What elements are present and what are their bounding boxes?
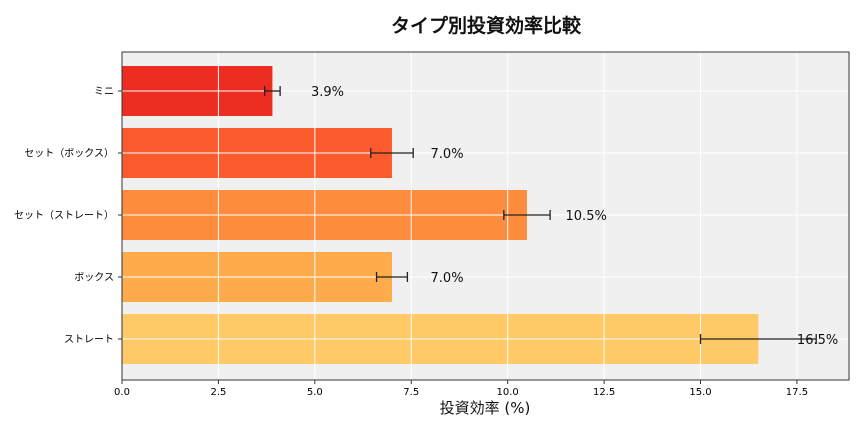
y-tick-label: ストレート bbox=[64, 335, 114, 346]
x-tick-label: 2.5 bbox=[210, 387, 226, 398]
data-label: 7.0% bbox=[431, 147, 464, 162]
x-tick-label: 12.5 bbox=[593, 387, 615, 398]
x-tick-label: 10.0 bbox=[497, 387, 519, 398]
x-axis-label: 投資効率 (%) bbox=[440, 399, 531, 417]
x-tick-label: 0.0 bbox=[114, 387, 130, 398]
x-tick-label: 5.0 bbox=[307, 387, 323, 398]
data-label: 16.5% bbox=[797, 333, 838, 348]
x-tick-label: 15.0 bbox=[689, 387, 711, 398]
data-label: 7.0% bbox=[431, 271, 464, 286]
axes-frame bbox=[121, 51, 850, 381]
data-label: 10.5% bbox=[566, 209, 607, 224]
data-label: 3.9% bbox=[311, 85, 344, 100]
x-tick-label: 17.5 bbox=[786, 387, 808, 398]
y-tick-label: ミニ bbox=[94, 87, 114, 98]
chart-title: タイプ別投資効率比較 bbox=[391, 14, 582, 37]
y-tick-label: ボックス bbox=[74, 272, 114, 284]
y-tick-label: セット（ボックス） bbox=[24, 148, 114, 160]
y-tick-label: セット（ストレート） bbox=[14, 210, 114, 222]
x-tick-label: 7.5 bbox=[403, 387, 419, 398]
